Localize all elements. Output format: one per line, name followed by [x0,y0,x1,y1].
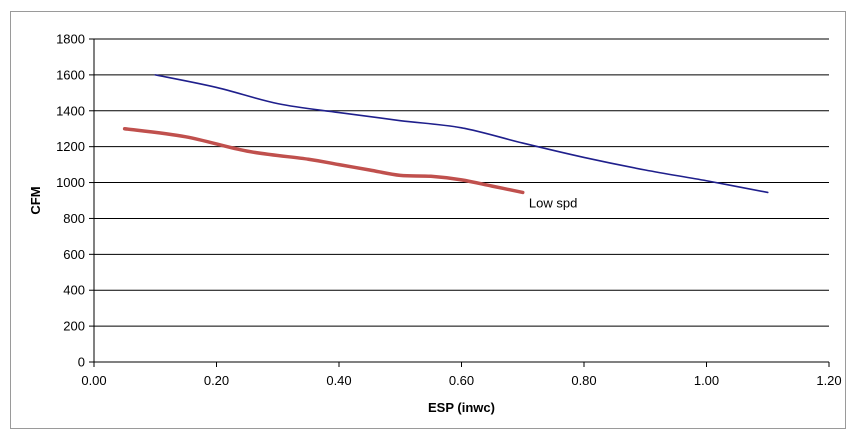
series-line-red [122,126,525,195]
series-lines [122,74,769,195]
x-axis-title: ESP (inwc) [428,400,495,415]
y-tick-label: 1200 [56,139,85,154]
y-tick-label: 200 [63,319,85,334]
chart-area [10,11,846,429]
x-tick-label: 0.20 [204,373,229,388]
x-tick-label: 0.60 [449,373,474,388]
y-tick-label: 0 [78,355,85,370]
y-tick-label: 1600 [56,67,85,82]
y-tick-label: 1800 [56,32,85,47]
gridlines [94,38,829,327]
axes [89,38,830,367]
x-tick-label: 0.40 [326,373,351,388]
annotations: Low spd [529,196,577,211]
x-tick-label: 0.80 [571,373,596,388]
y-axis-title: CFM [28,186,43,214]
series-line-blue [154,74,769,194]
y-tick-label: 400 [63,283,85,298]
y-tick-label: 600 [63,247,85,262]
y-tick-label: 800 [63,211,85,226]
x-tick-label: 0.00 [81,373,106,388]
x-tick-label: 1.20 [816,373,841,388]
annotation-label: Low spd [529,196,577,211]
y-tick-label: 1000 [56,175,85,190]
y-tick-labels: 0 200 400 600 800 1000 1200 1400 1600 1800 [56,32,85,370]
x-tick-label: 1.00 [694,373,719,388]
y-tick-label: 1400 [56,103,85,118]
x-tick-labels: 0.00 0.20 0.40 0.60 0.80 1.00 1.20 [81,373,841,388]
